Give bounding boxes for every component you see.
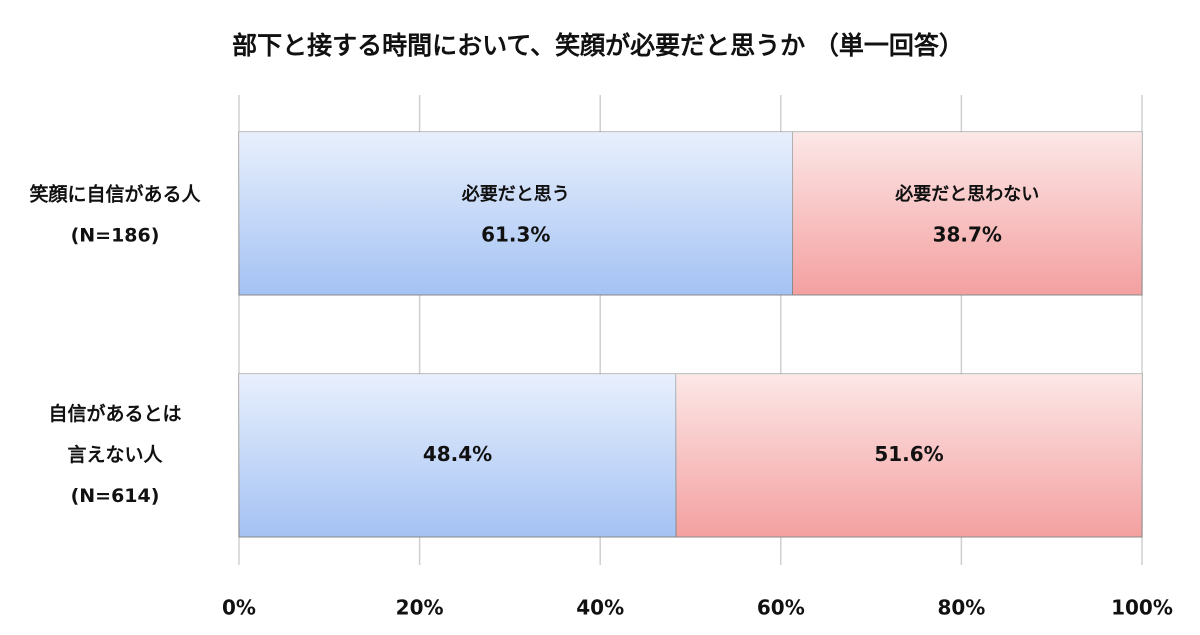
value-label: 61.3% — [481, 223, 550, 247]
x-tick-label: 0% — [222, 596, 256, 620]
value-label: 48.4% — [423, 442, 492, 466]
bar-shade — [676, 374, 1142, 537]
value-label: 38.7% — [933, 223, 1002, 247]
bar-shade — [239, 374, 677, 537]
x-tick-label: 100% — [1111, 596, 1173, 620]
y-tick-label: 自信があるとは言えない人(N=614) — [48, 402, 181, 507]
legend-label: 必要だと思う — [461, 183, 570, 205]
bar-shade — [792, 132, 1142, 295]
y-tick-label: 笑顔に自信がある人(N=186) — [29, 182, 201, 246]
x-tick-label: 60% — [757, 596, 805, 620]
value-label: 51.6% — [874, 442, 943, 466]
x-tick-label: 20% — [396, 596, 444, 620]
legend-label: 必要だと思わない — [894, 183, 1039, 205]
x-tick-label: 80% — [937, 596, 985, 620]
chart-title: 部下と接する時間において、笑顔が必要だと思うか （単一回答） — [232, 31, 964, 60]
x-tick-label: 40% — [576, 596, 624, 620]
bar-shade — [239, 132, 793, 295]
